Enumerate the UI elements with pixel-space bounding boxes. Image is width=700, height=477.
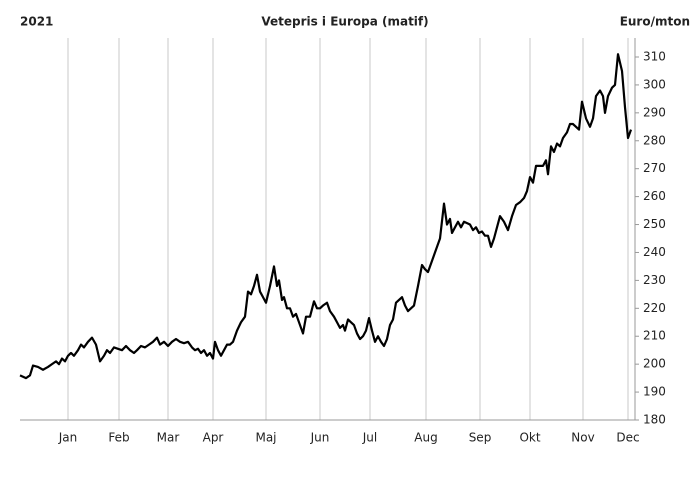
y-tick-label: 180: [643, 413, 666, 427]
y-tick-label: 200: [643, 357, 666, 371]
y-tick-label: 190: [643, 385, 666, 399]
y-tick-label: 220: [643, 301, 666, 315]
x-tick-label: Aug: [414, 431, 437, 445]
y-axis-label: Euro/mton: [620, 15, 690, 29]
y-tick-label: 210: [643, 329, 666, 343]
chart-subtitle: 2021: [20, 15, 53, 29]
x-tick-label: Mar: [157, 431, 180, 445]
y-tick-label: 280: [643, 133, 666, 147]
x-tick-label: Nov: [571, 431, 594, 445]
x-tick-label: Apr: [203, 431, 224, 445]
x-tick-label: Jul: [362, 431, 377, 445]
price-line: [19, 53, 633, 380]
y-tick-label: 230: [643, 273, 666, 287]
y-tick-label: 250: [643, 217, 666, 231]
chart-title: Vetepris i Europa (matif): [261, 15, 428, 29]
y-tick-label: 240: [643, 245, 666, 259]
y-tick-label: 310: [643, 50, 666, 64]
x-tick-label: Sep: [469, 431, 492, 445]
y-tick-label: 260: [643, 189, 666, 203]
x-tick-label: Jun: [310, 431, 330, 445]
x-tick-label: Feb: [108, 431, 129, 445]
y-tick-label: 270: [643, 161, 666, 175]
x-tick-label: Dec: [616, 431, 639, 445]
x-tick-label: Okt: [519, 431, 540, 445]
x-tick-label: Jan: [58, 431, 78, 445]
y-tick-label: 290: [643, 105, 666, 119]
y-tick-label: 300: [643, 77, 666, 91]
x-tick-label: Maj: [255, 431, 276, 445]
